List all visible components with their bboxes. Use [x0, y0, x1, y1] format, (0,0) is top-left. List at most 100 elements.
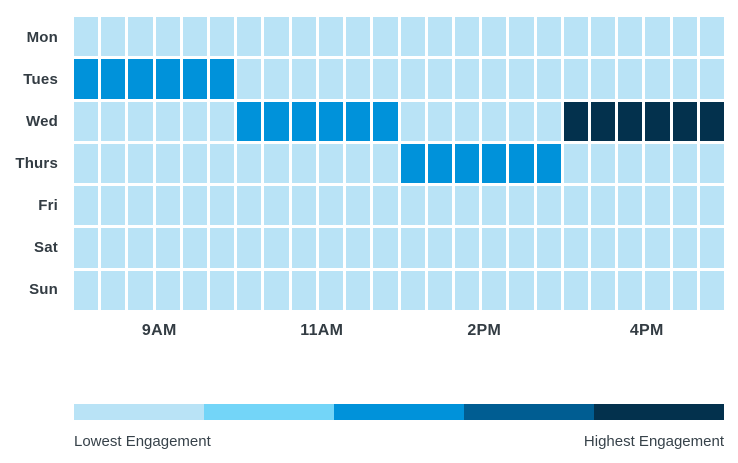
- heatmap-cell: [536, 143, 561, 184]
- heatmap-cell: [400, 17, 425, 57]
- heatmap-cell: [509, 186, 534, 226]
- heatmap-cell: [318, 186, 344, 226]
- heatmap-cell: [74, 143, 99, 184]
- heatmap-cell: [509, 228, 534, 268]
- heatmap-cell: [210, 186, 235, 226]
- heatmap-cell: [590, 228, 616, 268]
- legend-highest-label: Highest Engagement: [583, 433, 724, 450]
- heatmap-cell: [101, 101, 126, 141]
- heatmap-cell: [672, 228, 697, 268]
- heatmap-cell: [210, 17, 235, 57]
- heatmap-cell: [155, 59, 180, 99]
- heatmap-grid: [74, 17, 724, 310]
- heatmap-cell: [645, 101, 670, 141]
- heatmap-cell: [590, 186, 616, 226]
- heatmap-cell: [128, 143, 153, 184]
- legend-color-segment: [204, 404, 334, 420]
- heatmap-cell: [563, 17, 588, 57]
- heatmap-cell: [346, 59, 371, 99]
- heatmap-cell: [264, 228, 289, 268]
- heatmap-cell: [291, 270, 316, 310]
- heatmap-cell: [155, 270, 180, 310]
- heatmap-cell: [427, 270, 452, 310]
- heatmap-cell: [182, 101, 208, 141]
- heatmap-cell: [155, 143, 180, 184]
- heatmap-cell: [509, 143, 534, 184]
- heatmap-cell: [645, 17, 670, 57]
- heatmap-cell: [454, 101, 480, 141]
- heatmap-cell: [373, 101, 398, 141]
- heatmap-cell: [155, 186, 180, 226]
- heatmap-cell: [400, 270, 425, 310]
- heatmap-cell: [101, 59, 126, 99]
- heatmap-cell: [264, 17, 289, 57]
- heatmap-cell: [590, 17, 616, 57]
- heatmap-cell: [482, 17, 507, 57]
- legend-color-scale: [74, 404, 724, 420]
- heatmap-cell: [101, 228, 126, 268]
- heatmap-cell: [346, 101, 371, 141]
- heatmap-cell: [237, 17, 262, 57]
- heatmap-cell: [618, 270, 643, 310]
- heatmap-cell: [699, 228, 724, 268]
- heatmap-cell: [182, 143, 208, 184]
- heatmap-cell: [400, 59, 425, 99]
- heatmap-cell: [237, 143, 262, 184]
- heatmap-cell: [509, 101, 534, 141]
- heatmap-cell: [590, 143, 616, 184]
- heatmap-cell: [536, 228, 561, 268]
- heatmap-cell: [509, 17, 534, 57]
- heatmap-cell: [699, 186, 724, 226]
- heatmap-cell: [427, 101, 452, 141]
- heatmap-cell: [454, 59, 480, 99]
- heatmap-cell: [536, 17, 561, 57]
- heatmap-cell: [563, 59, 588, 99]
- day-label: Tues: [23, 71, 58, 89]
- heatmap-cell: [128, 17, 153, 57]
- heatmap-cell: [373, 228, 398, 268]
- heatmap-cell: [264, 186, 289, 226]
- y-axis-day-labels: Mon Tues Wed Thurs Fri Sat Sun: [0, 17, 58, 310]
- heatmap-cell: [264, 270, 289, 310]
- legend-color-segment: [594, 404, 724, 420]
- heatmap-cell: [482, 186, 507, 226]
- heatmap-cell: [618, 228, 643, 268]
- heatmap-cell: [74, 17, 99, 57]
- heatmap-cell: [618, 17, 643, 57]
- heatmap-cell: [699, 101, 724, 141]
- heatmap-cell: [74, 270, 99, 310]
- heatmap-cell: [182, 228, 208, 268]
- heatmap-cell: [645, 270, 670, 310]
- heatmap-cell: [318, 17, 344, 57]
- heatmap-cell: [74, 186, 99, 226]
- day-label: Sat: [34, 238, 58, 256]
- heatmap-cell: [101, 270, 126, 310]
- heatmap-cell: [101, 17, 126, 57]
- heatmap-cell: [645, 228, 670, 268]
- heatmap-cell: [699, 270, 724, 310]
- heatmap-cell: [645, 186, 670, 226]
- heatmap-cell: [291, 143, 316, 184]
- heatmap-cell: [699, 59, 724, 99]
- heatmap-cell: [672, 101, 697, 141]
- heatmap-cell: [699, 17, 724, 57]
- heatmap-cell: [128, 59, 153, 99]
- heatmap-cell: [645, 59, 670, 99]
- heatmap-cell: [482, 143, 507, 184]
- time-label: 9AM: [141, 322, 177, 339]
- heatmap-cell: [237, 101, 262, 141]
- heatmap-cell: [563, 228, 588, 268]
- heatmap-cell: [509, 59, 534, 99]
- heatmap-cell: [536, 270, 561, 310]
- heatmap-cell: [373, 186, 398, 226]
- legend-color-segment: [74, 404, 204, 420]
- heatmap-cell: [346, 270, 371, 310]
- heatmap-cell: [237, 270, 262, 310]
- heatmap-cell: [373, 270, 398, 310]
- heatmap-cell: [536, 186, 561, 226]
- heatmap-cell: [291, 186, 316, 226]
- heatmap-cell: [182, 59, 208, 99]
- heatmap-cell: [509, 270, 534, 310]
- heatmap-cell: [672, 17, 697, 57]
- day-label: Thurs: [15, 155, 58, 172]
